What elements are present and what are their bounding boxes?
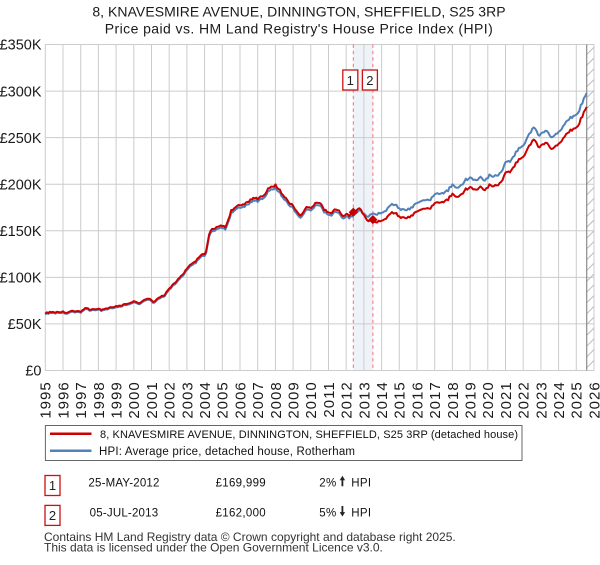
svg-text:2: 2 [366,73,373,88]
svg-text:2002: 2002 [162,381,179,418]
svg-text:2011: 2011 [321,381,338,417]
svg-text:2018: 2018 [445,381,462,418]
svg-text:2023: 2023 [533,381,550,418]
svg-text:2009: 2009 [286,381,303,418]
svg-text:2013: 2013 [356,381,373,418]
svg-text:Contains HM Land Registry data: Contains HM Land Registry data © Crown c… [44,530,456,544]
svg-text:2008: 2008 [268,381,285,418]
svg-text:2007: 2007 [250,381,267,418]
svg-text:2021: 2021 [498,381,515,418]
svg-text:2024: 2024 [551,381,568,418]
svg-text:2000: 2000 [126,381,143,418]
svg-text:Price paid vs. HM Land Registr: Price paid vs. HM Land Registry's House … [105,21,493,37]
svg-text:5%: 5% [319,507,336,519]
svg-text:1997: 1997 [73,381,90,418]
svg-text:1996: 1996 [55,381,72,418]
svg-text:2020: 2020 [480,381,497,418]
svg-text:This data is licensed under th: This data is licensed under the Open Gov… [44,541,383,555]
svg-text:£169,999: £169,999 [216,477,266,489]
svg-text:2022: 2022 [516,381,533,418]
svg-text:£200K: £200K [0,177,42,193]
svg-text:2003: 2003 [179,381,196,418]
svg-text:£300K: £300K [0,84,42,100]
svg-text:2019: 2019 [463,381,480,418]
svg-text:2010: 2010 [303,381,320,418]
svg-text:05-JUL-2013: 05-JUL-2013 [90,507,159,519]
svg-text:£350K: £350K [0,38,42,54]
svg-text:£150K: £150K [0,224,42,240]
svg-text:2014: 2014 [374,381,391,418]
svg-text:2004: 2004 [197,381,214,418]
svg-text:8, KNAVESMIRE AVENUE, DINNINGT: 8, KNAVESMIRE AVENUE, DINNINGTON, SHEFFI… [92,3,505,19]
svg-text:2017: 2017 [427,381,444,418]
svg-text:2016: 2016 [409,381,426,418]
svg-text:2006: 2006 [232,381,249,418]
svg-text:2005: 2005 [215,381,232,418]
svg-text:2025: 2025 [569,381,586,418]
svg-text:£0: £0 [25,364,41,380]
svg-text:£50K: £50K [8,317,42,333]
svg-text:2001: 2001 [144,381,161,418]
svg-text:1998: 1998 [91,381,108,418]
svg-text:1: 1 [347,73,354,88]
svg-text:2: 2 [49,508,56,523]
svg-text:£162,000: £162,000 [216,507,266,519]
svg-text:1999: 1999 [109,381,126,418]
svg-text:1995: 1995 [38,381,55,418]
svg-text:£250K: £250K [0,131,42,147]
svg-text:2015: 2015 [392,381,409,418]
svg-text:HPI: HPI [351,507,371,519]
svg-text:8, KNAVESMIRE AVENUE, DINNINGT: 8, KNAVESMIRE AVENUE, DINNINGTON, SHEFFI… [100,429,518,441]
svg-text:HPI: Average price, detached h: HPI: Average price, detached house, Roth… [99,446,355,458]
svg-text:2%: 2% [319,477,336,489]
svg-text:2026: 2026 [586,381,600,418]
svg-text:25-MAY-2012: 25-MAY-2012 [88,477,159,489]
svg-text:£100K: £100K [0,271,42,287]
svg-text:1: 1 [49,478,56,493]
svg-text:2012: 2012 [339,381,356,418]
svg-text:HPI: HPI [351,477,371,489]
